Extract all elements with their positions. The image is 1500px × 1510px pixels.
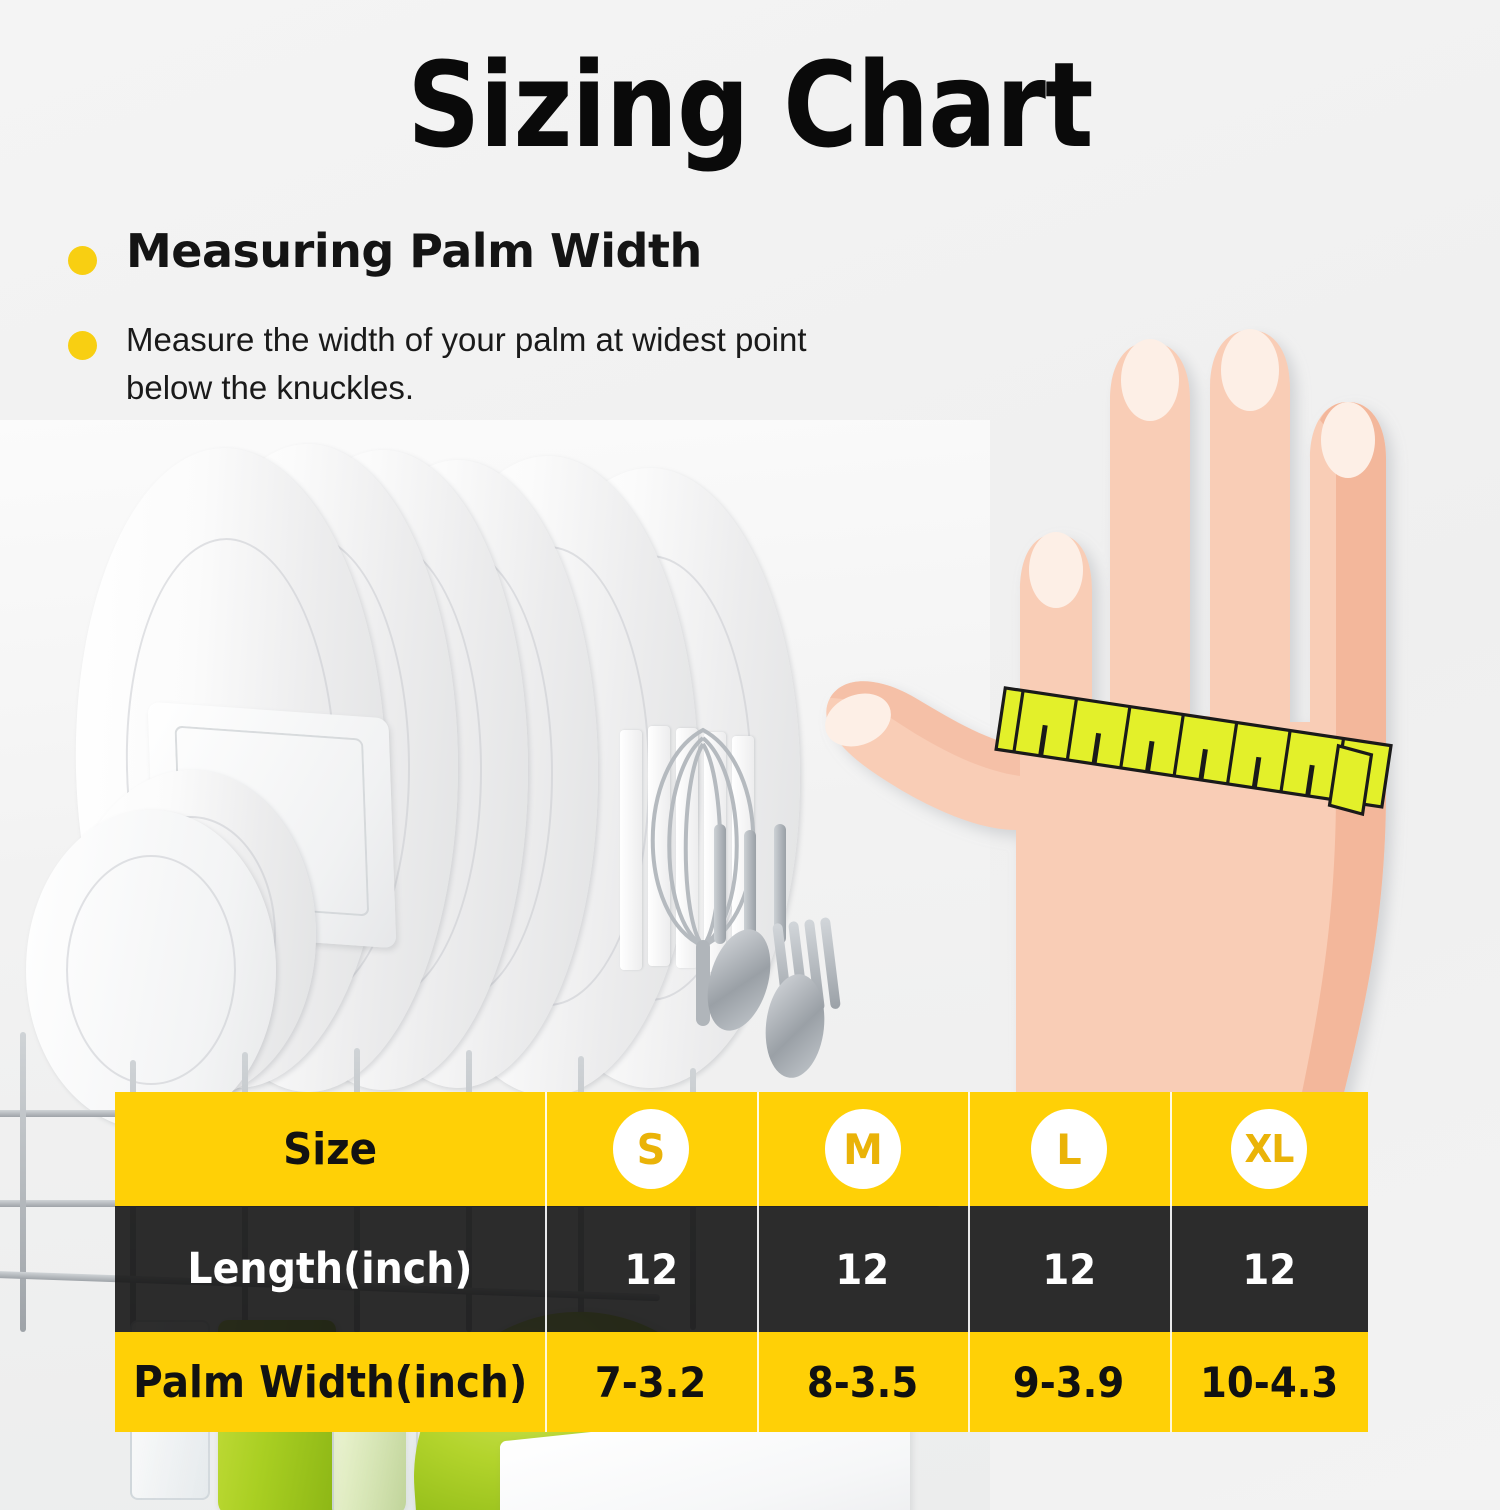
size-badge-m: M [824, 1109, 901, 1189]
table-cell-value: 7-3.2 [595, 1357, 707, 1407]
table-cell-value: 12 [1242, 1244, 1296, 1294]
table-cell: 8-3.5 [757, 1332, 968, 1432]
table-cell-value: 8-3.5 [806, 1357, 919, 1407]
size-badge-xl: XL [1231, 1109, 1307, 1189]
sizing-table: Size S M L XL Length(inch) 12 [115, 1092, 1368, 1432]
table-cell: 12 [1170, 1206, 1368, 1332]
nail-ring [1221, 329, 1279, 411]
nail-pinky [1321, 402, 1375, 478]
table-cell: 9-3.9 [968, 1332, 1170, 1432]
table-row-label: Length(inch) [187, 1244, 473, 1294]
table-row: Length(inch) 12 12 12 12 [115, 1206, 1368, 1332]
table-cell: 10-4.3 [1170, 1332, 1368, 1432]
hand-illustration [770, 270, 1430, 1150]
table-cell-value: 9-3.9 [1013, 1357, 1125, 1407]
bullet-dot-icon [68, 331, 97, 360]
section-headline: Measuring Palm Width [126, 224, 702, 278]
fingernails [825, 329, 1375, 747]
table-row-label-cell: Length(inch) [115, 1206, 545, 1332]
dish-rack-photo [0, 420, 990, 1510]
table-cell: 7-3.2 [545, 1332, 757, 1432]
table-header-cell-size: Size [115, 1092, 545, 1206]
table-header-cell-s: S [545, 1092, 757, 1206]
hand-svg [825, 329, 1393, 1148]
small-plate [26, 810, 276, 1130]
bullet-dot-icon [68, 246, 97, 275]
table-cell-value: 12 [624, 1244, 678, 1294]
nail-middle [1121, 339, 1179, 421]
table-cell-value: 12 [835, 1244, 890, 1294]
table-header-cell-xl: XL [1170, 1092, 1368, 1206]
table-cell-value: 12 [1042, 1244, 1096, 1294]
table-row: Palm Width(inch) 7-3.2 8-3.5 9-3.9 10-4.… [115, 1332, 1368, 1432]
table-cell-value: 10-4.3 [1199, 1357, 1339, 1407]
section-description: Measure the width of your palm at widest… [126, 321, 807, 406]
nail-thumb [825, 693, 891, 747]
table-cell: 12 [757, 1206, 968, 1332]
table-cell: 12 [545, 1206, 757, 1332]
size-badge-s: S [613, 1109, 689, 1189]
table-header-row: Size S M L XL [115, 1092, 1368, 1206]
nail-index [1029, 532, 1083, 608]
table-row-label-cell: Palm Width(inch) [115, 1332, 545, 1432]
page-title: Sizing Chart [407, 36, 1093, 174]
measuring-tape [994, 686, 1393, 817]
table-cell: 12 [968, 1206, 1170, 1332]
rack-wire [20, 1032, 26, 1332]
table-header-cell-l: L [968, 1092, 1170, 1206]
table-header-label: Size [282, 1123, 378, 1175]
thin-plate [620, 730, 642, 970]
table-header-cell-m: M [757, 1092, 968, 1206]
size-badge-l: L [1031, 1109, 1107, 1189]
table-row-label: Palm Width(inch) [132, 1356, 528, 1408]
